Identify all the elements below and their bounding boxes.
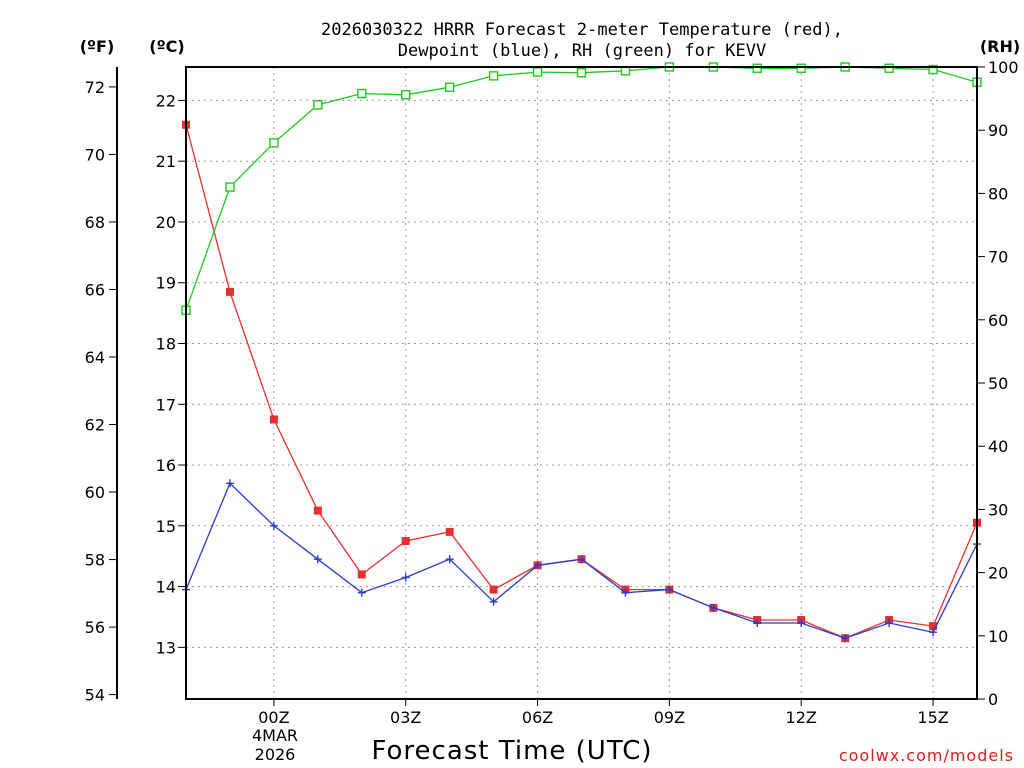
- rh-point: [488, 71, 499, 81]
- celsius-tick-label: 13: [156, 638, 176, 657]
- temperature-point: [401, 537, 410, 545]
- dewpoint-point: [709, 603, 718, 612]
- rh-point: [928, 64, 938, 75]
- rh-point: [313, 100, 323, 110]
- temperature-point: [445, 527, 454, 536]
- rh-tick-label: 60: [988, 311, 1008, 330]
- celsius-tick-label: 14: [156, 578, 176, 597]
- dewpoint-point: [577, 555, 586, 564]
- rh-line: [185, 66, 978, 311]
- rh-tick-label: 90: [988, 121, 1008, 140]
- celsius-tick-label: 20: [156, 213, 176, 232]
- fahrenheit-tick-label: 62: [85, 416, 105, 435]
- rh-tick-label: 40: [988, 437, 1008, 456]
- rh-tick-label: 30: [988, 500, 1008, 519]
- x-tick-label: 09Z: [654, 708, 685, 727]
- temperature-point: [357, 570, 366, 579]
- dewpoint-series: [182, 479, 981, 643]
- rh-point: [269, 138, 279, 148]
- dewpoint-point: [885, 619, 894, 628]
- time-axis: 00Z 03Z 06Z 09Z 12Z 15Z: [258, 699, 949, 727]
- fahrenheit-tick-label: 54: [85, 686, 105, 705]
- celsius-tick-label: 22: [156, 91, 176, 110]
- temperature-series: [182, 120, 981, 643]
- plot-frame: [185, 66, 978, 700]
- grid-layer: [186, 67, 977, 699]
- date-label-month: 4MAR: [252, 726, 298, 745]
- rh-point: [796, 63, 806, 73]
- x-tick-label: 00Z: [258, 708, 289, 727]
- celsius-tick-label: 19: [156, 274, 176, 293]
- temperature-point: [225, 287, 234, 296]
- dewpoint-point: [621, 588, 630, 597]
- fahrenheit-axis: 54 56 58 60 62 64 66 68 70 72: [85, 67, 118, 705]
- dewpoint-point: [533, 561, 542, 570]
- rh-tick-label: 20: [988, 564, 1008, 583]
- x-tick-label: 15Z: [917, 708, 948, 727]
- celsius-tick-label: 21: [156, 152, 176, 171]
- dewpoint-point: [753, 619, 762, 628]
- dewpoint-point: [269, 521, 278, 530]
- rh-point: [225, 182, 235, 192]
- x-axis-title: Forecast Time (UTC): [371, 736, 652, 766]
- rh-tick-label: 100: [988, 58, 1019, 77]
- x-tick-label: 12Z: [786, 708, 817, 727]
- rh-tick-label: 70: [988, 248, 1008, 267]
- unit-rh-label: (RH): [980, 37, 1020, 56]
- dewpoint-point: [797, 619, 806, 628]
- fahrenheit-tick-label: 64: [85, 348, 105, 367]
- x-tick-label: 06Z: [522, 708, 553, 727]
- chart-title-line1: 2026030322 HRRR Forecast 2-meter Tempera…: [321, 20, 843, 40]
- rh-point: [576, 67, 587, 78]
- rh-point: [357, 88, 367, 99]
- rh-point: [532, 67, 543, 77]
- celsius-tick-label: 18: [156, 335, 176, 354]
- fahrenheit-tick-label: 68: [85, 213, 105, 232]
- rh-tick-label: 80: [988, 184, 1008, 203]
- dewpoint-point: [313, 555, 322, 564]
- celsius-tick-label: 17: [156, 395, 176, 414]
- temperature-point: [313, 506, 322, 515]
- x-tick-label: 03Z: [390, 708, 421, 727]
- rh-axis: 0 10 20 30 40 50 60 70 80 90 100: [977, 58, 1019, 709]
- temperature-point: [269, 415, 278, 424]
- fahrenheit-tick-label: 72: [85, 78, 105, 97]
- rh-tick-label: 0: [988, 690, 998, 709]
- dewpoint-point: [665, 585, 674, 594]
- dewpoint-point: [225, 479, 234, 488]
- unit-fahrenheit-label: (ºF): [80, 37, 115, 56]
- credit-text: coolwx.com/models: [839, 746, 1014, 765]
- dewpoint-point: [841, 634, 850, 643]
- celsius-axis: 13 14 15 16 17 18 19 20 21 22: [156, 91, 186, 657]
- rh-point: [884, 63, 894, 73]
- rh-tick-label: 10: [988, 627, 1008, 646]
- chart-title-line2: Dewpoint (blue), RH (green) for KEVV: [398, 41, 766, 61]
- rh-point: [401, 90, 411, 100]
- fahrenheit-tick-label: 66: [85, 280, 105, 299]
- rh-point: [444, 82, 455, 92]
- fahrenheit-tick-label: 60: [85, 483, 105, 502]
- fahrenheit-tick-label: 56: [85, 618, 105, 637]
- series-layer: [181, 62, 982, 643]
- dewpoint-point: [489, 597, 498, 606]
- rh-point: [752, 63, 762, 73]
- fahrenheit-tick-label: 58: [85, 551, 105, 570]
- temperature-point: [929, 622, 938, 631]
- celsius-tick-label: 15: [156, 517, 176, 536]
- celsius-tick-label: 16: [156, 456, 176, 475]
- unit-celsius-label: (ºC): [149, 37, 184, 56]
- fahrenheit-tick-label: 70: [85, 145, 105, 164]
- date-label-year: 2026: [255, 745, 296, 764]
- dewpoint-point: [445, 555, 454, 564]
- dewpoint-point: [357, 588, 366, 597]
- temperature-point: [489, 585, 498, 594]
- dewpoint-point: [929, 628, 938, 637]
- rh-tick-label: 50: [988, 374, 1008, 393]
- dewpoint-point: [401, 573, 410, 582]
